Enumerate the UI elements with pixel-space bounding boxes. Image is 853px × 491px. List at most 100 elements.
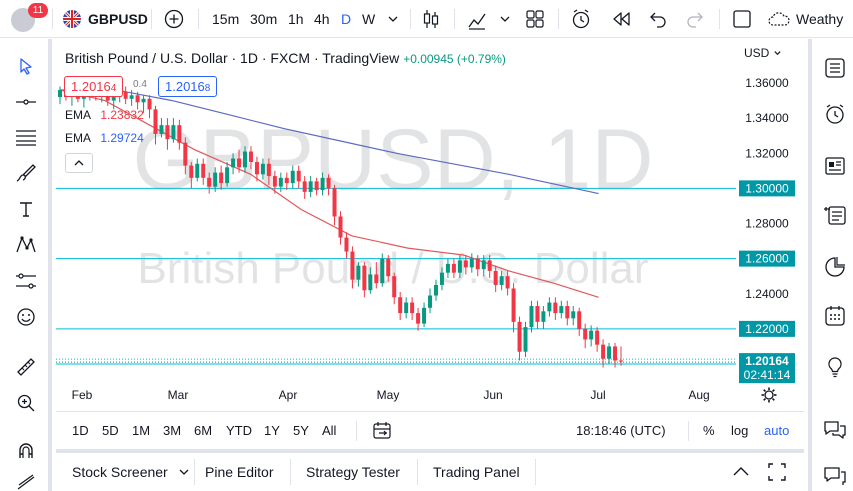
stock-screener-dropdown[interactable] bbox=[177, 453, 191, 491]
time-tick-label: Aug bbox=[688, 388, 709, 402]
cursor-tool[interactable] bbox=[12, 52, 40, 80]
candle-body bbox=[529, 306, 534, 328]
percent-scale-toggle[interactable]: % bbox=[703, 423, 715, 438]
candle-body bbox=[266, 163, 271, 177]
calendar-icon bbox=[825, 306, 845, 326]
interval-30m[interactable]: 30m bbox=[250, 11, 278, 27]
hotlists-button[interactable] bbox=[820, 252, 850, 282]
tab-stock-screener[interactable]: Stock Screener bbox=[72, 464, 168, 480]
bottom-panel-tabs: Stock Screener Pine Editor Strategy Test… bbox=[56, 449, 804, 491]
pattern-tool[interactable] bbox=[12, 231, 40, 259]
layout-button[interactable] bbox=[524, 0, 546, 38]
candle-body bbox=[553, 302, 558, 314]
price-chart[interactable]: GBPUSD, 1D British Pound / U.S. Dollar 1… bbox=[56, 39, 804, 411]
candle-body bbox=[195, 163, 200, 178]
chevron-up-icon bbox=[733, 467, 749, 476]
tab-pine-editor[interactable]: Pine Editor bbox=[205, 464, 274, 480]
candle-body bbox=[260, 163, 265, 175]
candle-body bbox=[595, 330, 600, 345]
interval-d[interactable]: D bbox=[341, 11, 352, 27]
light-bulb-icon bbox=[828, 357, 842, 378]
ideas-button[interactable] bbox=[820, 352, 850, 382]
ema-fast-line bbox=[59, 89, 599, 298]
settings-gear-icon[interactable] bbox=[761, 387, 777, 403]
range-5y[interactable]: 5Y bbox=[293, 423, 309, 438]
compare-symbol-button[interactable] bbox=[163, 0, 185, 38]
brush-icon bbox=[16, 164, 36, 182]
price-level-label-bg bbox=[739, 180, 795, 197]
interval-dropdown[interactable] bbox=[386, 0, 400, 38]
ema-slow-label: EMA bbox=[65, 131, 92, 145]
panel-collapse-button[interactable] bbox=[730, 453, 752, 491]
interval-4h[interactable]: 4h bbox=[314, 11, 330, 27]
chart-pane[interactable]: GBPUSD, 1D British Pound / U.S. Dollar 1… bbox=[56, 39, 804, 411]
icons-tool[interactable] bbox=[12, 303, 40, 331]
streams-button[interactable] bbox=[820, 461, 850, 491]
chart-type-button[interactable] bbox=[420, 0, 442, 38]
buy-price-button[interactable]: 1.20168 bbox=[158, 76, 218, 97]
range-6m[interactable]: 6M bbox=[194, 423, 213, 438]
chats-button[interactable] bbox=[820, 415, 850, 445]
news-button[interactable] bbox=[820, 151, 850, 181]
layout-name-button[interactable]: Weathy bbox=[796, 11, 844, 27]
notification-badge: 11 bbox=[28, 3, 48, 18]
calendar-button[interactable] bbox=[820, 301, 850, 331]
brush-tool[interactable] bbox=[12, 159, 40, 187]
undo-button[interactable] bbox=[647, 0, 669, 38]
indicators-button[interactable] bbox=[466, 0, 488, 38]
magnet-tool[interactable] bbox=[12, 437, 40, 465]
currency-label: USD bbox=[744, 46, 770, 60]
currency-selector[interactable]: USD bbox=[744, 46, 782, 60]
sell-price-button[interactable]: 1.20164 bbox=[64, 76, 124, 97]
zoom-tool[interactable] bbox=[12, 389, 40, 417]
legend-collapse-button[interactable] bbox=[65, 153, 93, 173]
hide-drawings-tool[interactable] bbox=[12, 467, 40, 491]
alerts-panel-button[interactable] bbox=[820, 99, 850, 129]
tab-trading-panel[interactable]: Trading Panel bbox=[433, 464, 520, 480]
range-1y[interactable]: 1Y bbox=[264, 423, 280, 438]
gear-center bbox=[764, 390, 774, 400]
range-1d[interactable]: 1D bbox=[72, 423, 89, 438]
candle-body bbox=[541, 311, 546, 322]
panel-maximize-button[interactable] bbox=[766, 453, 788, 491]
log-scale-toggle[interactable]: log bbox=[731, 423, 749, 438]
fib-tool[interactable] bbox=[12, 123, 40, 151]
date-range-bar: 1D 5D 1M 3M 6M YTD 1Y 5Y All 18:18:46 (U… bbox=[56, 411, 804, 449]
countdown-label: 02:41:14 bbox=[744, 368, 791, 382]
ruler-tool[interactable] bbox=[12, 353, 40, 381]
trend-line-tool[interactable] bbox=[12, 88, 40, 116]
clock-timezone[interactable]: 18:18:46 (UTC) bbox=[576, 423, 666, 438]
range-3m[interactable]: 3M bbox=[163, 423, 182, 438]
indicators-dropdown[interactable] bbox=[498, 0, 512, 38]
measure-lines-icon bbox=[16, 273, 36, 289]
fullscreen-toggle[interactable] bbox=[731, 0, 753, 38]
auto-scale-toggle[interactable]: auto bbox=[764, 423, 790, 438]
interval-1h[interactable]: 1h bbox=[288, 11, 304, 27]
candle-body bbox=[398, 297, 403, 314]
go-to-date-button[interactable] bbox=[372, 412, 392, 450]
ema-legend-slow[interactable]: EMA 1.29724 bbox=[65, 131, 144, 145]
range-ytd[interactable]: YTD bbox=[226, 423, 252, 438]
candle-body bbox=[607, 346, 612, 359]
candle-body bbox=[422, 307, 427, 324]
replay-button[interactable] bbox=[610, 0, 632, 38]
text-tool[interactable] bbox=[12, 195, 40, 223]
candle-body bbox=[314, 181, 319, 191]
interval-w[interactable]: W bbox=[362, 11, 376, 27]
object-tree-button[interactable] bbox=[820, 200, 850, 230]
prediction-tool[interactable] bbox=[12, 267, 40, 295]
range-all[interactable]: All bbox=[322, 423, 337, 438]
candle-body bbox=[433, 284, 438, 296]
candle-body bbox=[487, 260, 492, 271]
range-1m[interactable]: 1M bbox=[132, 423, 151, 438]
toolbar-divider bbox=[198, 9, 199, 29]
gear-tooth bbox=[771, 389, 775, 393]
ema-legend-fast[interactable]: EMA 1.23832 bbox=[65, 108, 144, 122]
alert-button[interactable] bbox=[570, 0, 592, 38]
range-5d[interactable]: 5D bbox=[102, 423, 119, 438]
interval-15m[interactable]: 15m bbox=[212, 11, 240, 27]
tab-strategy-tester[interactable]: Strategy Tester bbox=[306, 464, 400, 480]
symbol-search-button[interactable]: GBPUSD bbox=[88, 11, 148, 27]
watchlist-button[interactable] bbox=[820, 53, 850, 83]
redo-button[interactable] bbox=[684, 0, 706, 38]
